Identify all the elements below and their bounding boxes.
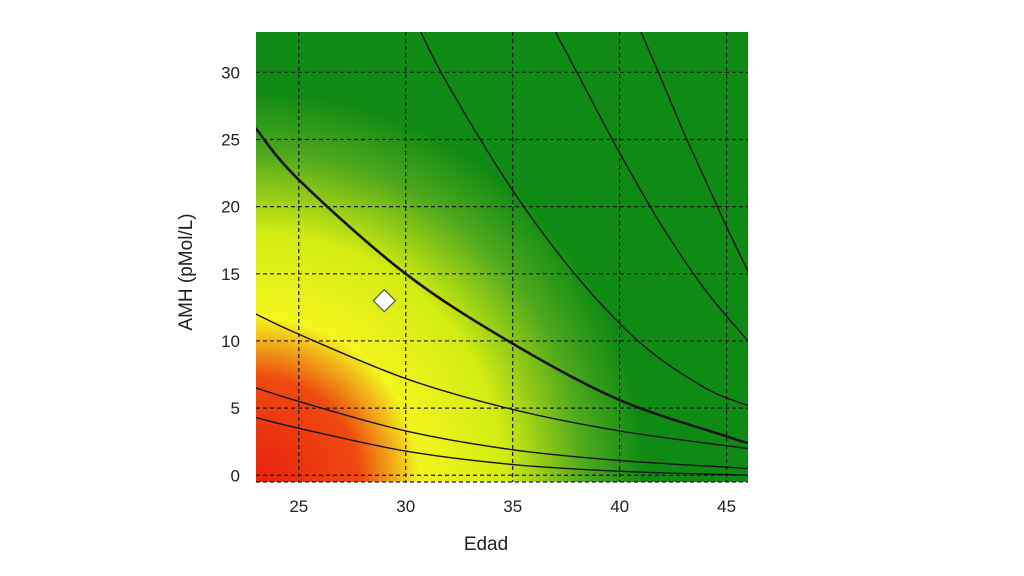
y-tick-label: 0 — [231, 466, 240, 485]
series-line — [256, 387, 748, 470]
series-line — [420, 32, 748, 407]
data-points — [372, 288, 397, 313]
diamond-marker — [372, 288, 397, 313]
series-line — [256, 416, 748, 476]
tick-labels: 25 30 35 40 45 0 5 10 15 20 25 30 — [221, 63, 736, 516]
series-line — [554, 32, 748, 342]
y-tick-label: 5 — [231, 399, 240, 418]
series-line — [256, 313, 748, 450]
series-lines — [256, 32, 748, 476]
x-tick-label: 40 — [610, 497, 629, 516]
y-tick-label: 10 — [221, 332, 240, 351]
x-tick-label: 35 — [503, 497, 522, 516]
y-tick-label: 20 — [221, 198, 240, 217]
y-tick-label: 25 — [221, 130, 240, 149]
x-tick-label: 25 — [289, 497, 308, 516]
x-axis-label: Edad — [464, 534, 508, 555]
y-axis-label: AMH (pMol/L) — [176, 213, 197, 330]
grid — [256, 32, 748, 483]
x-tick-label: 45 — [717, 497, 736, 516]
y-tick-label: 15 — [221, 265, 240, 284]
y-tick-label: 30 — [221, 63, 240, 82]
plot-background — [256, 32, 748, 482]
series-line — [256, 127, 748, 445]
series-line — [640, 32, 748, 272]
x-tick-label: 30 — [396, 497, 415, 516]
